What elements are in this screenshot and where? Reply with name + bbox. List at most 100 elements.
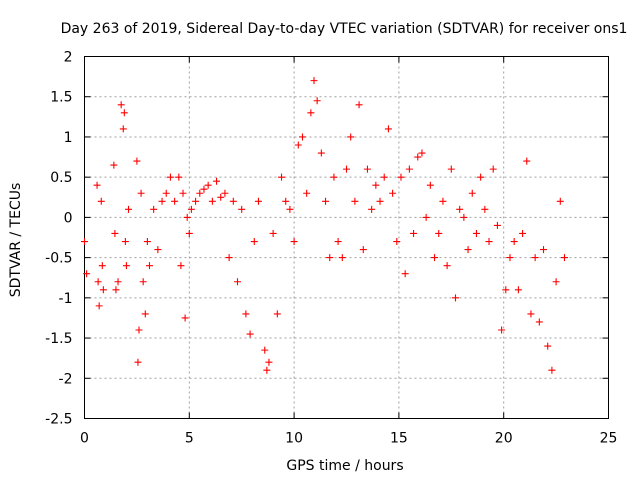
data-point xyxy=(439,197,447,205)
data-point xyxy=(121,238,129,246)
data-point xyxy=(269,229,277,237)
data-point xyxy=(384,125,392,133)
data-point xyxy=(217,193,225,201)
data-point xyxy=(134,358,142,366)
data-point xyxy=(254,197,262,205)
data-point xyxy=(506,254,514,262)
x-tick-label: 15 xyxy=(390,431,408,447)
data-point xyxy=(187,205,195,213)
data-point xyxy=(393,238,401,246)
data-point xyxy=(560,254,568,262)
chart-title: Day 263 of 2019, Sidereal Day-to-day VTE… xyxy=(61,21,628,37)
data-point xyxy=(372,181,380,189)
data-point xyxy=(278,173,286,181)
data-point xyxy=(363,165,371,173)
data-point xyxy=(83,270,91,278)
data-point xyxy=(431,254,439,262)
data-point xyxy=(447,165,455,173)
data-point xyxy=(181,314,189,322)
data-point xyxy=(143,238,151,246)
data-point xyxy=(125,205,133,213)
data-point xyxy=(460,213,468,221)
data-point xyxy=(273,310,281,318)
data-point xyxy=(225,254,233,262)
data-point xyxy=(456,205,464,213)
data-point xyxy=(502,286,510,294)
data-point xyxy=(150,205,158,213)
data-point xyxy=(531,254,539,262)
y-tick-label: -1.5 xyxy=(45,331,72,347)
data-point xyxy=(120,109,128,117)
marker-layer xyxy=(81,77,568,374)
data-point xyxy=(290,238,298,246)
data-point xyxy=(242,310,250,318)
data-point xyxy=(548,366,556,374)
data-point xyxy=(250,238,258,246)
data-point xyxy=(117,101,125,109)
data-point xyxy=(112,286,120,294)
data-point xyxy=(426,181,434,189)
x-tick-label: 25 xyxy=(600,431,618,447)
data-point xyxy=(135,326,143,334)
data-point xyxy=(234,278,242,286)
data-point xyxy=(81,238,88,246)
data-point xyxy=(510,238,518,246)
y-tick-label: 1.5 xyxy=(50,90,72,106)
data-point xyxy=(477,173,485,181)
data-point xyxy=(213,177,221,185)
data-point xyxy=(489,165,497,173)
data-point xyxy=(139,278,147,286)
data-point xyxy=(183,213,191,221)
data-point xyxy=(552,278,560,286)
data-point xyxy=(535,318,543,326)
x-tick-label: 10 xyxy=(285,431,303,447)
data-point xyxy=(334,238,342,246)
data-point xyxy=(317,149,325,157)
data-point xyxy=(418,149,426,157)
data-point xyxy=(443,262,451,270)
y-tick-label: -0.5 xyxy=(45,251,72,267)
data-point xyxy=(110,161,118,169)
grid-layer xyxy=(84,56,609,419)
y-tick-label: 1 xyxy=(64,130,73,146)
data-point xyxy=(175,173,183,181)
x-tick-label: 5 xyxy=(185,431,194,447)
data-point xyxy=(544,342,552,350)
data-point xyxy=(405,165,413,173)
data-point xyxy=(410,229,418,237)
data-point xyxy=(540,246,548,254)
data-point xyxy=(326,254,334,262)
data-point xyxy=(119,125,127,133)
data-point xyxy=(523,157,531,165)
data-point xyxy=(282,197,290,205)
data-point xyxy=(376,197,384,205)
data-point xyxy=(397,173,405,181)
data-point xyxy=(519,229,527,237)
data-point xyxy=(158,197,166,205)
data-point xyxy=(192,197,200,205)
data-point xyxy=(414,153,422,161)
data-point xyxy=(238,205,246,213)
data-point xyxy=(137,189,145,197)
data-point xyxy=(141,310,149,318)
data-point xyxy=(229,197,237,205)
y-tick-label: -2.5 xyxy=(45,412,72,428)
data-point xyxy=(196,189,204,197)
data-point xyxy=(204,181,212,189)
data-point xyxy=(95,302,103,310)
data-point xyxy=(401,270,409,278)
data-point xyxy=(122,262,130,270)
plot-frame xyxy=(84,56,609,419)
data-point xyxy=(389,189,397,197)
data-point xyxy=(99,286,107,294)
data-point xyxy=(338,254,346,262)
y-tick-label: 0 xyxy=(64,210,73,226)
data-point xyxy=(171,197,179,205)
y-axis-label: SDTVAR / TECUs xyxy=(8,183,24,298)
data-point xyxy=(114,278,122,286)
data-point xyxy=(527,310,535,318)
data-point xyxy=(98,262,106,270)
data-point xyxy=(347,133,355,141)
data-point xyxy=(310,77,318,85)
